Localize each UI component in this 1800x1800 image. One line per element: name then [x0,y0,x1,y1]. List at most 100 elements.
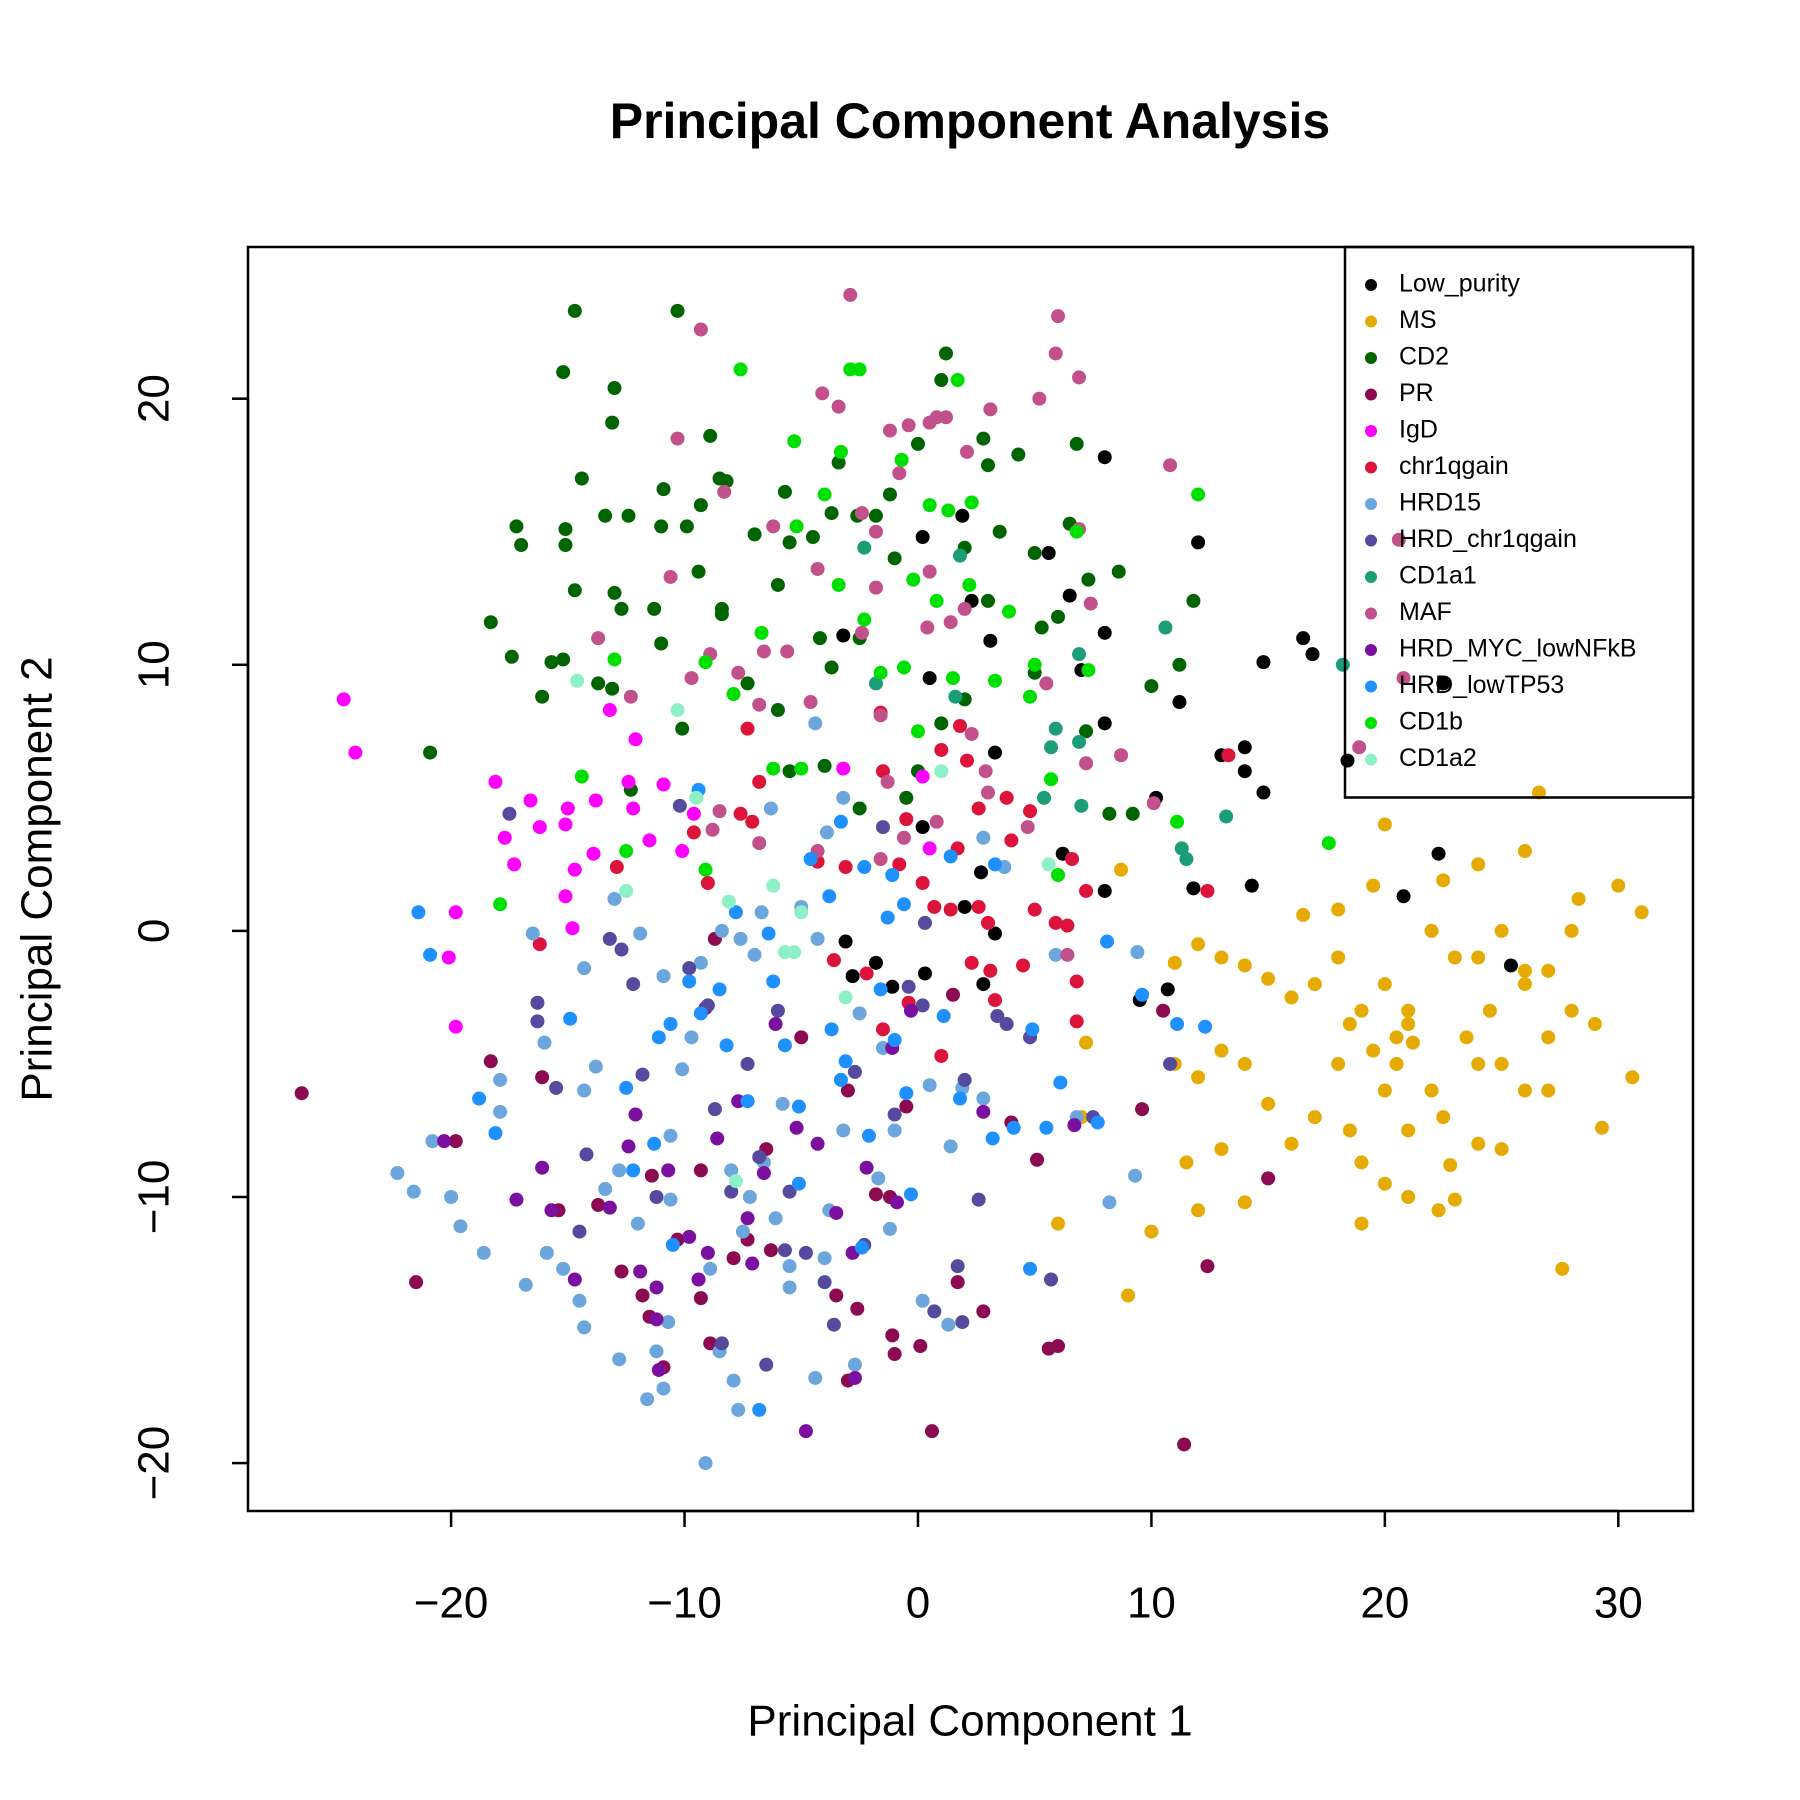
data-point [875,1022,890,1037]
data-point [574,769,589,784]
data-point [1191,487,1206,502]
data-point [735,1224,750,1239]
data-point [1072,734,1087,749]
data-point [633,926,648,941]
legend-label: CD1b [1399,708,1463,736]
legend-marker [1365,425,1377,437]
data-point [782,535,797,550]
data-point [649,1312,664,1327]
data-point [472,1091,487,1106]
data-point [791,1099,806,1114]
data-point [899,812,914,827]
data-point [556,365,571,380]
data-point [1002,604,1017,619]
data-point [726,687,741,702]
data-point [1555,1261,1570,1276]
data-point [654,636,669,651]
legend-marker [1365,315,1377,328]
data-point [626,801,641,816]
data-point [903,1003,918,1018]
data-point [719,1038,734,1053]
data-point [833,814,848,829]
data-point [670,431,685,446]
data-point [504,649,519,664]
data-point [1114,748,1129,763]
data-point [1060,947,1075,962]
data-point [843,287,858,302]
data-point [976,830,991,845]
data-point [663,1192,678,1207]
data-point [698,1456,713,1471]
data-point [1011,447,1026,462]
data-point [1401,1123,1416,1138]
data-point [1471,1056,1486,1071]
y-tick-label: −20 [130,1426,179,1501]
data-point [684,1030,699,1045]
data-point [493,897,508,912]
data-point [957,601,972,616]
legend-label: HRD_lowTP53 [1399,671,1564,699]
data-point [945,987,960,1002]
data-point [1354,1003,1369,1018]
data-point [558,522,573,537]
data-point [1261,1171,1276,1186]
data-point [887,1032,902,1047]
data-point [544,1203,559,1218]
data-point [976,1104,991,1119]
data-point [1377,1083,1392,1098]
data-point [770,1003,785,1018]
legend-label: PR [1399,379,1434,407]
data-point [857,540,872,555]
data-point [1436,1110,1451,1125]
data-point [588,793,603,808]
data-point [1163,458,1178,473]
data-point [1111,564,1126,579]
data-point [740,1211,755,1226]
data-point [976,977,991,992]
data-point [847,1064,862,1079]
data-point [651,1030,666,1045]
data-point [1261,971,1276,986]
data-point [1048,346,1063,361]
data-point [761,926,776,941]
data-point [1079,1035,1094,1050]
legend-label: Low_purity [1399,270,1520,298]
data-point [1020,820,1035,835]
data-point [1170,1017,1185,1032]
data-point [1069,436,1084,451]
data-point [1471,950,1486,965]
data-point [915,1293,930,1308]
data-point [348,745,363,760]
data-point [826,953,841,968]
data-point [1214,950,1229,965]
data-point [607,381,622,396]
data-point [885,979,900,994]
data-point [1482,1003,1497,1018]
data-point [710,1131,725,1146]
data-point [752,697,767,712]
legend-label: MS [1399,306,1437,334]
data-point [1261,1096,1276,1111]
data-point [857,612,872,627]
data-point [649,1344,664,1359]
legend-label: HRD15 [1399,489,1481,517]
data-point [565,921,580,936]
data-point [1128,1168,1143,1183]
data-point [693,1006,708,1021]
data-point [635,1067,650,1082]
data-point [1296,631,1311,646]
data-point [686,825,701,840]
data-point [607,891,622,906]
data-point [740,721,755,736]
data-point [978,764,993,779]
data-point [938,346,953,361]
data-point [700,1245,715,1260]
data-point [1006,1120,1021,1135]
data-point [1284,1136,1299,1151]
data-point [1097,450,1112,465]
data-point [623,689,638,704]
data-point [1179,852,1194,867]
data-point [1130,945,1145,960]
data-point [798,1424,813,1439]
